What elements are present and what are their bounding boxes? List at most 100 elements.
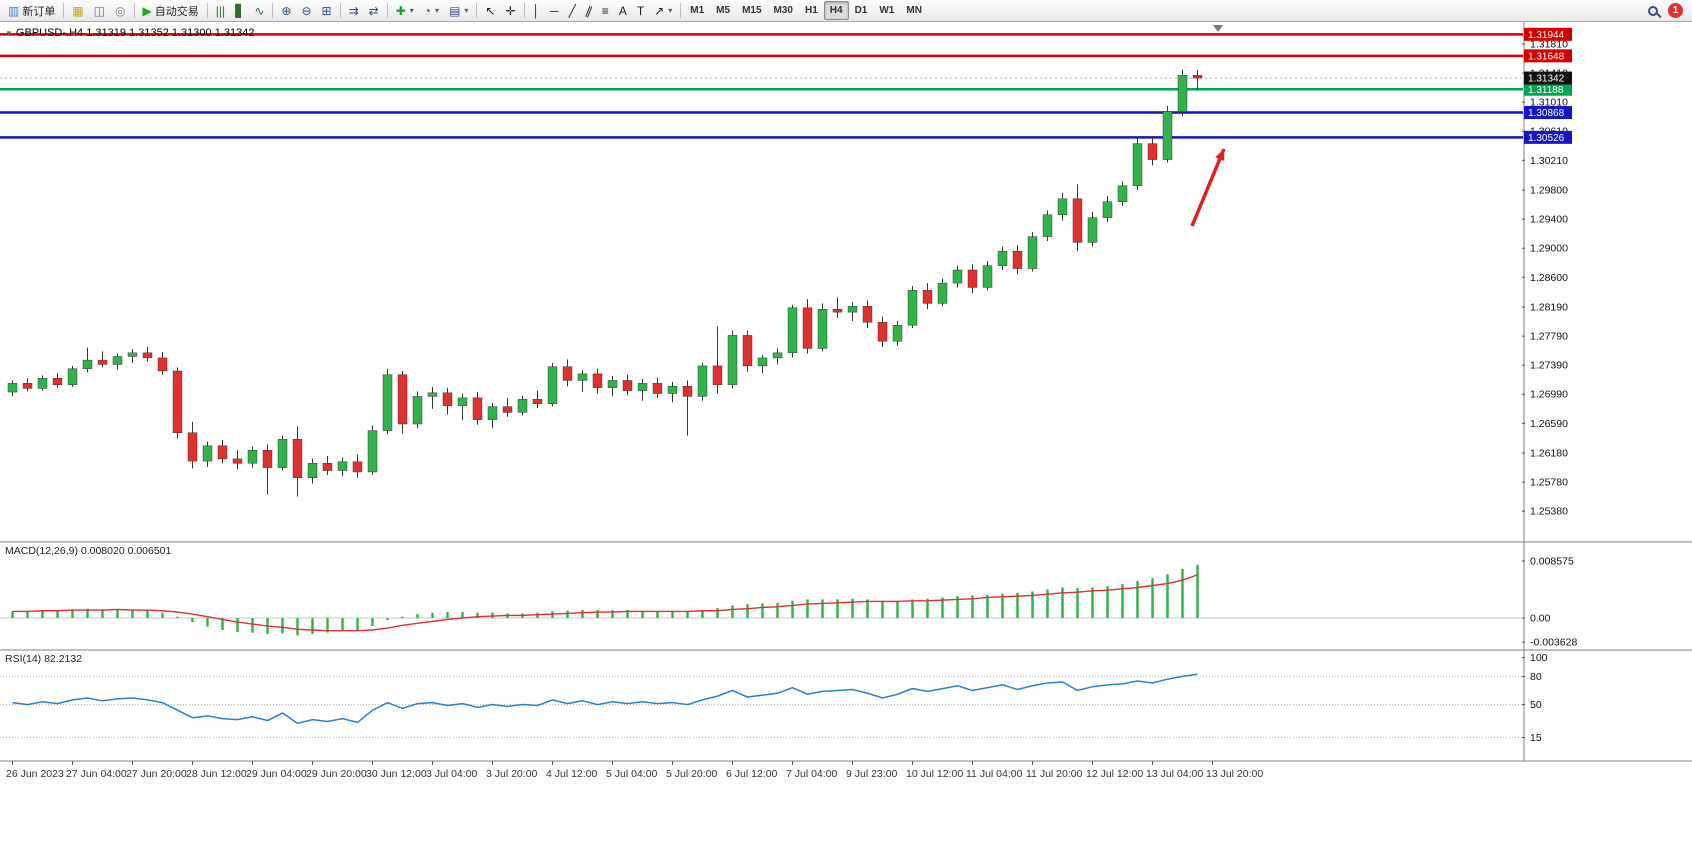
line-chart-button[interactable]: ∿ — [249, 1, 269, 20]
auto-scroll-icon: ⇉ — [348, 3, 359, 18]
dropdown-arrow-icon[interactable]: ▾ — [409, 6, 414, 15]
svg-text:1.27390: 1.27390 — [1530, 360, 1568, 372]
svg-text:1.30210: 1.30210 — [1530, 155, 1568, 167]
svg-text:1.25780: 1.25780 — [1530, 477, 1568, 489]
periods-icon: ◔ — [423, 3, 432, 18]
svg-text:0.00: 0.00 — [1530, 613, 1551, 625]
templates-button[interactable]: ▤ ▾ — [444, 1, 473, 20]
notification-badge[interactable]: 1 — [1668, 3, 1683, 18]
candlestick-chart-button[interactable]: ▋ — [230, 1, 249, 20]
timeframe-m1-button[interactable]: M1 — [684, 1, 710, 20]
rsi-scale: 100 80 50 15 — [1522, 652, 1548, 744]
trend-arrow-head[interactable] — [1215, 149, 1225, 161]
chart-shift-marker-icon[interactable] — [1213, 25, 1223, 32]
dropdown-arrow-icon[interactable]: ▾ — [668, 6, 673, 15]
market-watch-icon: ◎ — [115, 3, 126, 18]
svg-text:29 Jun 04:00: 29 Jun 04:00 — [246, 768, 307, 780]
svg-text:9 Jul 23:00: 9 Jul 23:00 — [846, 768, 898, 780]
timeframe-mn-button[interactable]: MN — [900, 1, 928, 20]
price-box-1.30868 — [1524, 106, 1572, 120]
text-button[interactable]: A — [614, 1, 632, 20]
tile-windows-button[interactable]: ⊞ — [317, 1, 337, 20]
separator — [386, 3, 388, 18]
fibonacci-button[interactable]: ≡ — [597, 1, 614, 20]
rsi-line — [12, 673, 1198, 725]
zoom-out-icon: ⊖ — [301, 3, 312, 18]
svg-text:50: 50 — [1530, 699, 1542, 711]
svg-text:29 Jun 20:00: 29 Jun 20:00 — [306, 768, 367, 780]
charts-button[interactable]: ▦ — [67, 1, 88, 20]
bar-chart-button[interactable]: ||| — [211, 1, 230, 20]
toolbar-right: 1 — [1648, 3, 1689, 18]
trendline-button[interactable]: ╱ — [564, 1, 581, 20]
price-box-1.30526 — [1524, 130, 1572, 144]
text-label-button[interactable]: T — [632, 1, 649, 20]
text-icon: A — [618, 3, 627, 18]
timeframe-h4-label: H4 — [829, 5, 843, 16]
market-watch-button[interactable]: ◎ — [110, 1, 130, 20]
candlestick-chart-icon: ▋ — [235, 3, 245, 18]
separator — [523, 3, 525, 18]
indicators-button[interactable]: ✚ ▾ — [391, 1, 419, 20]
price-box-1.31188 — [1524, 82, 1572, 96]
arrows-icon: ↗ — [654, 3, 665, 18]
toolbar: ▥ 新订单 ▦ ◫ ◎ ▶ 自动交易 ||| ▋ ∿ ⊕ ⊖ ⊞ ⇉ ⇄ ✚ ▾ ◔ ▾ ▤ ▾ ↖ ✛ │ ─ ╱ ∥… — [0, 0, 1692, 22]
svg-text:10 Jul 12:00: 10 Jul 12:00 — [906, 768, 963, 780]
svg-text:1.26180: 1.26180 — [1530, 448, 1568, 460]
horizontal-line-button[interactable]: ─ — [545, 1, 564, 20]
search-icon[interactable] — [1648, 5, 1658, 16]
collapse-arrow-icon[interactable]: ▼ — [5, 29, 13, 38]
zoom-out-button[interactable]: ⊖ — [296, 1, 316, 20]
arrows-button[interactable]: ↗ ▾ — [649, 1, 677, 20]
svg-text:1.31944: 1.31944 — [1528, 30, 1565, 41]
timeframe-m5-button[interactable]: M5 — [710, 1, 736, 20]
zoom-in-icon: ⊕ — [281, 3, 292, 18]
svg-text:1.31810: 1.31810 — [1530, 39, 1568, 51]
cursor-button[interactable]: ↖ — [480, 1, 500, 20]
price-box-1.31648 — [1524, 49, 1572, 63]
horizontal-line-icon: ─ — [550, 3, 559, 18]
zoom-in-button[interactable]: ⊕ — [276, 1, 296, 20]
timeframe-d1-button[interactable]: D1 — [849, 1, 874, 20]
autotrade-play-icon: ▶ — [142, 3, 152, 18]
price-box-1.31944 — [1524, 27, 1572, 41]
dropdown-arrow-icon[interactable]: ▾ — [464, 6, 469, 15]
periods-button[interactable]: ◔ ▾ — [419, 1, 444, 20]
svg-text:100: 100 — [1530, 652, 1548, 664]
cursor-icon: ↖ — [485, 3, 496, 18]
horizontal-lines[interactable] — [0, 33, 1523, 139]
bar-chart-icon: ||| — [215, 3, 226, 18]
bid-price-box — [1524, 71, 1572, 85]
macd-signal-line — [12, 574, 1198, 632]
svg-text:13 Jul 04:00: 13 Jul 04:00 — [1146, 768, 1203, 780]
svg-text:1.28190: 1.28190 — [1530, 302, 1568, 314]
chart-shift-button[interactable]: ⇄ — [364, 1, 384, 20]
trend-arrow[interactable] — [1190, 148, 1226, 227]
timeframe-m30-button[interactable]: M30 — [768, 1, 799, 20]
vertical-line-button[interactable]: │ — [528, 1, 546, 20]
channel-button[interactable]: ∥ — [581, 1, 597, 20]
profiles-button[interactable]: ◫ — [89, 1, 110, 20]
timeframe-h1-button[interactable]: H1 — [799, 1, 824, 20]
auto-scroll-button[interactable]: ⇉ — [344, 1, 364, 20]
timeframe-m15-label: M15 — [742, 5, 762, 16]
new-order-button[interactable]: ▥ 新订单 — [3, 1, 60, 20]
autotrade-button[interactable]: ▶ 自动交易 — [138, 1, 204, 20]
svg-text:7 Jul 04:00: 7 Jul 04:00 — [786, 768, 838, 780]
svg-text:1.29000: 1.29000 — [1530, 243, 1568, 255]
timeframe-h4-button[interactable]: H4 — [823, 1, 849, 20]
timeframe-m15-button[interactable]: M15 — [736, 1, 767, 20]
dropdown-arrow-icon[interactable]: ▾ — [435, 6, 440, 15]
timeframe-m30-label: M30 — [773, 5, 793, 16]
vertical-line-icon: │ — [532, 3, 541, 18]
rsi-label: RSI(14) 82.2132 — [5, 653, 83, 665]
separator — [680, 3, 682, 18]
crosshair-button[interactable]: ✛ — [500, 1, 520, 20]
timeframe-mn-label: MN — [906, 5, 922, 16]
timeframe-w1-button[interactable]: W1 — [873, 1, 900, 20]
svg-text:3 Jul 20:00: 3 Jul 20:00 — [486, 768, 538, 780]
svg-text:1.31648: 1.31648 — [1528, 51, 1565, 62]
crosshair-icon: ✛ — [505, 3, 516, 18]
svg-text:13 Jul 20:00: 13 Jul 20:00 — [1206, 768, 1263, 780]
